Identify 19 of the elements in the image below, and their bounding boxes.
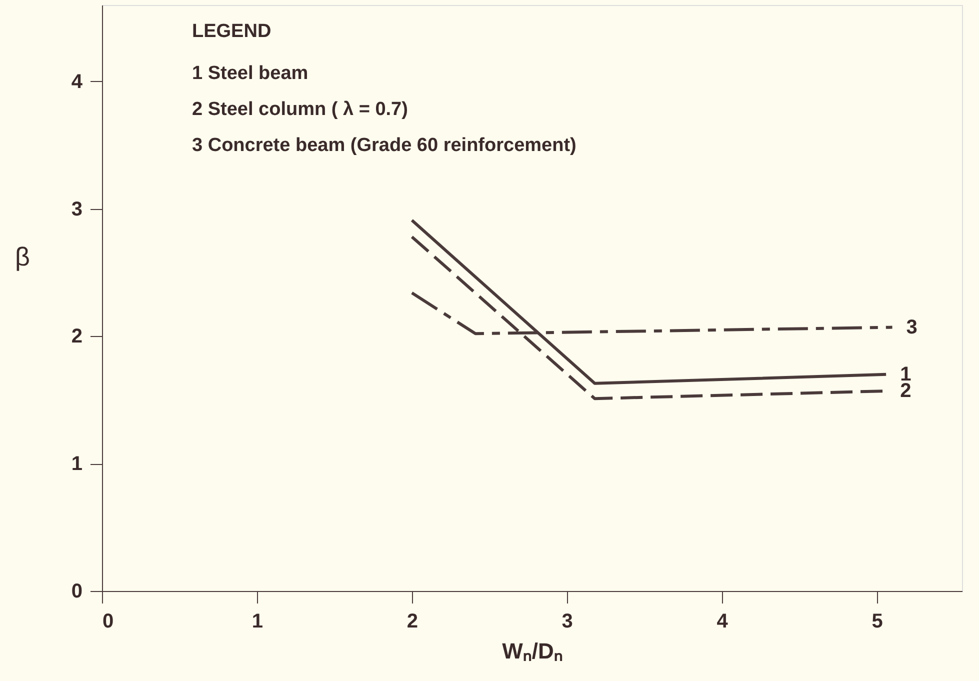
- y-tick-label: 0: [71, 580, 82, 602]
- annotation: 1 Steel beam: [192, 63, 308, 84]
- annotation: LEGEND: [192, 21, 272, 42]
- series-label: 3: [906, 316, 918, 338]
- y-tick-label: 3: [71, 198, 82, 220]
- x-axis-title: Wₙ/Dₙ: [502, 638, 563, 664]
- annotation: 2 Steel column ( λ = 0.7): [192, 99, 408, 120]
- y-axis-title: β: [15, 242, 30, 272]
- x-tick-label: 5: [872, 610, 883, 632]
- annotation: 3 Concrete beam (Grade 60 reinforcement): [192, 135, 576, 156]
- y-tick-label: 1: [71, 453, 82, 476]
- y-tick-label: 2: [71, 326, 82, 348]
- y-tick-label: 4: [71, 70, 84, 93]
- series-label: 2: [900, 380, 912, 402]
- x-tick-label: 1: [252, 610, 264, 632]
- x-tick-label: 2: [406, 610, 418, 632]
- x-tick-label: 4: [716, 610, 729, 632]
- x-tick-label: 0: [102, 610, 114, 632]
- x-tick-label: 3: [562, 610, 573, 632]
